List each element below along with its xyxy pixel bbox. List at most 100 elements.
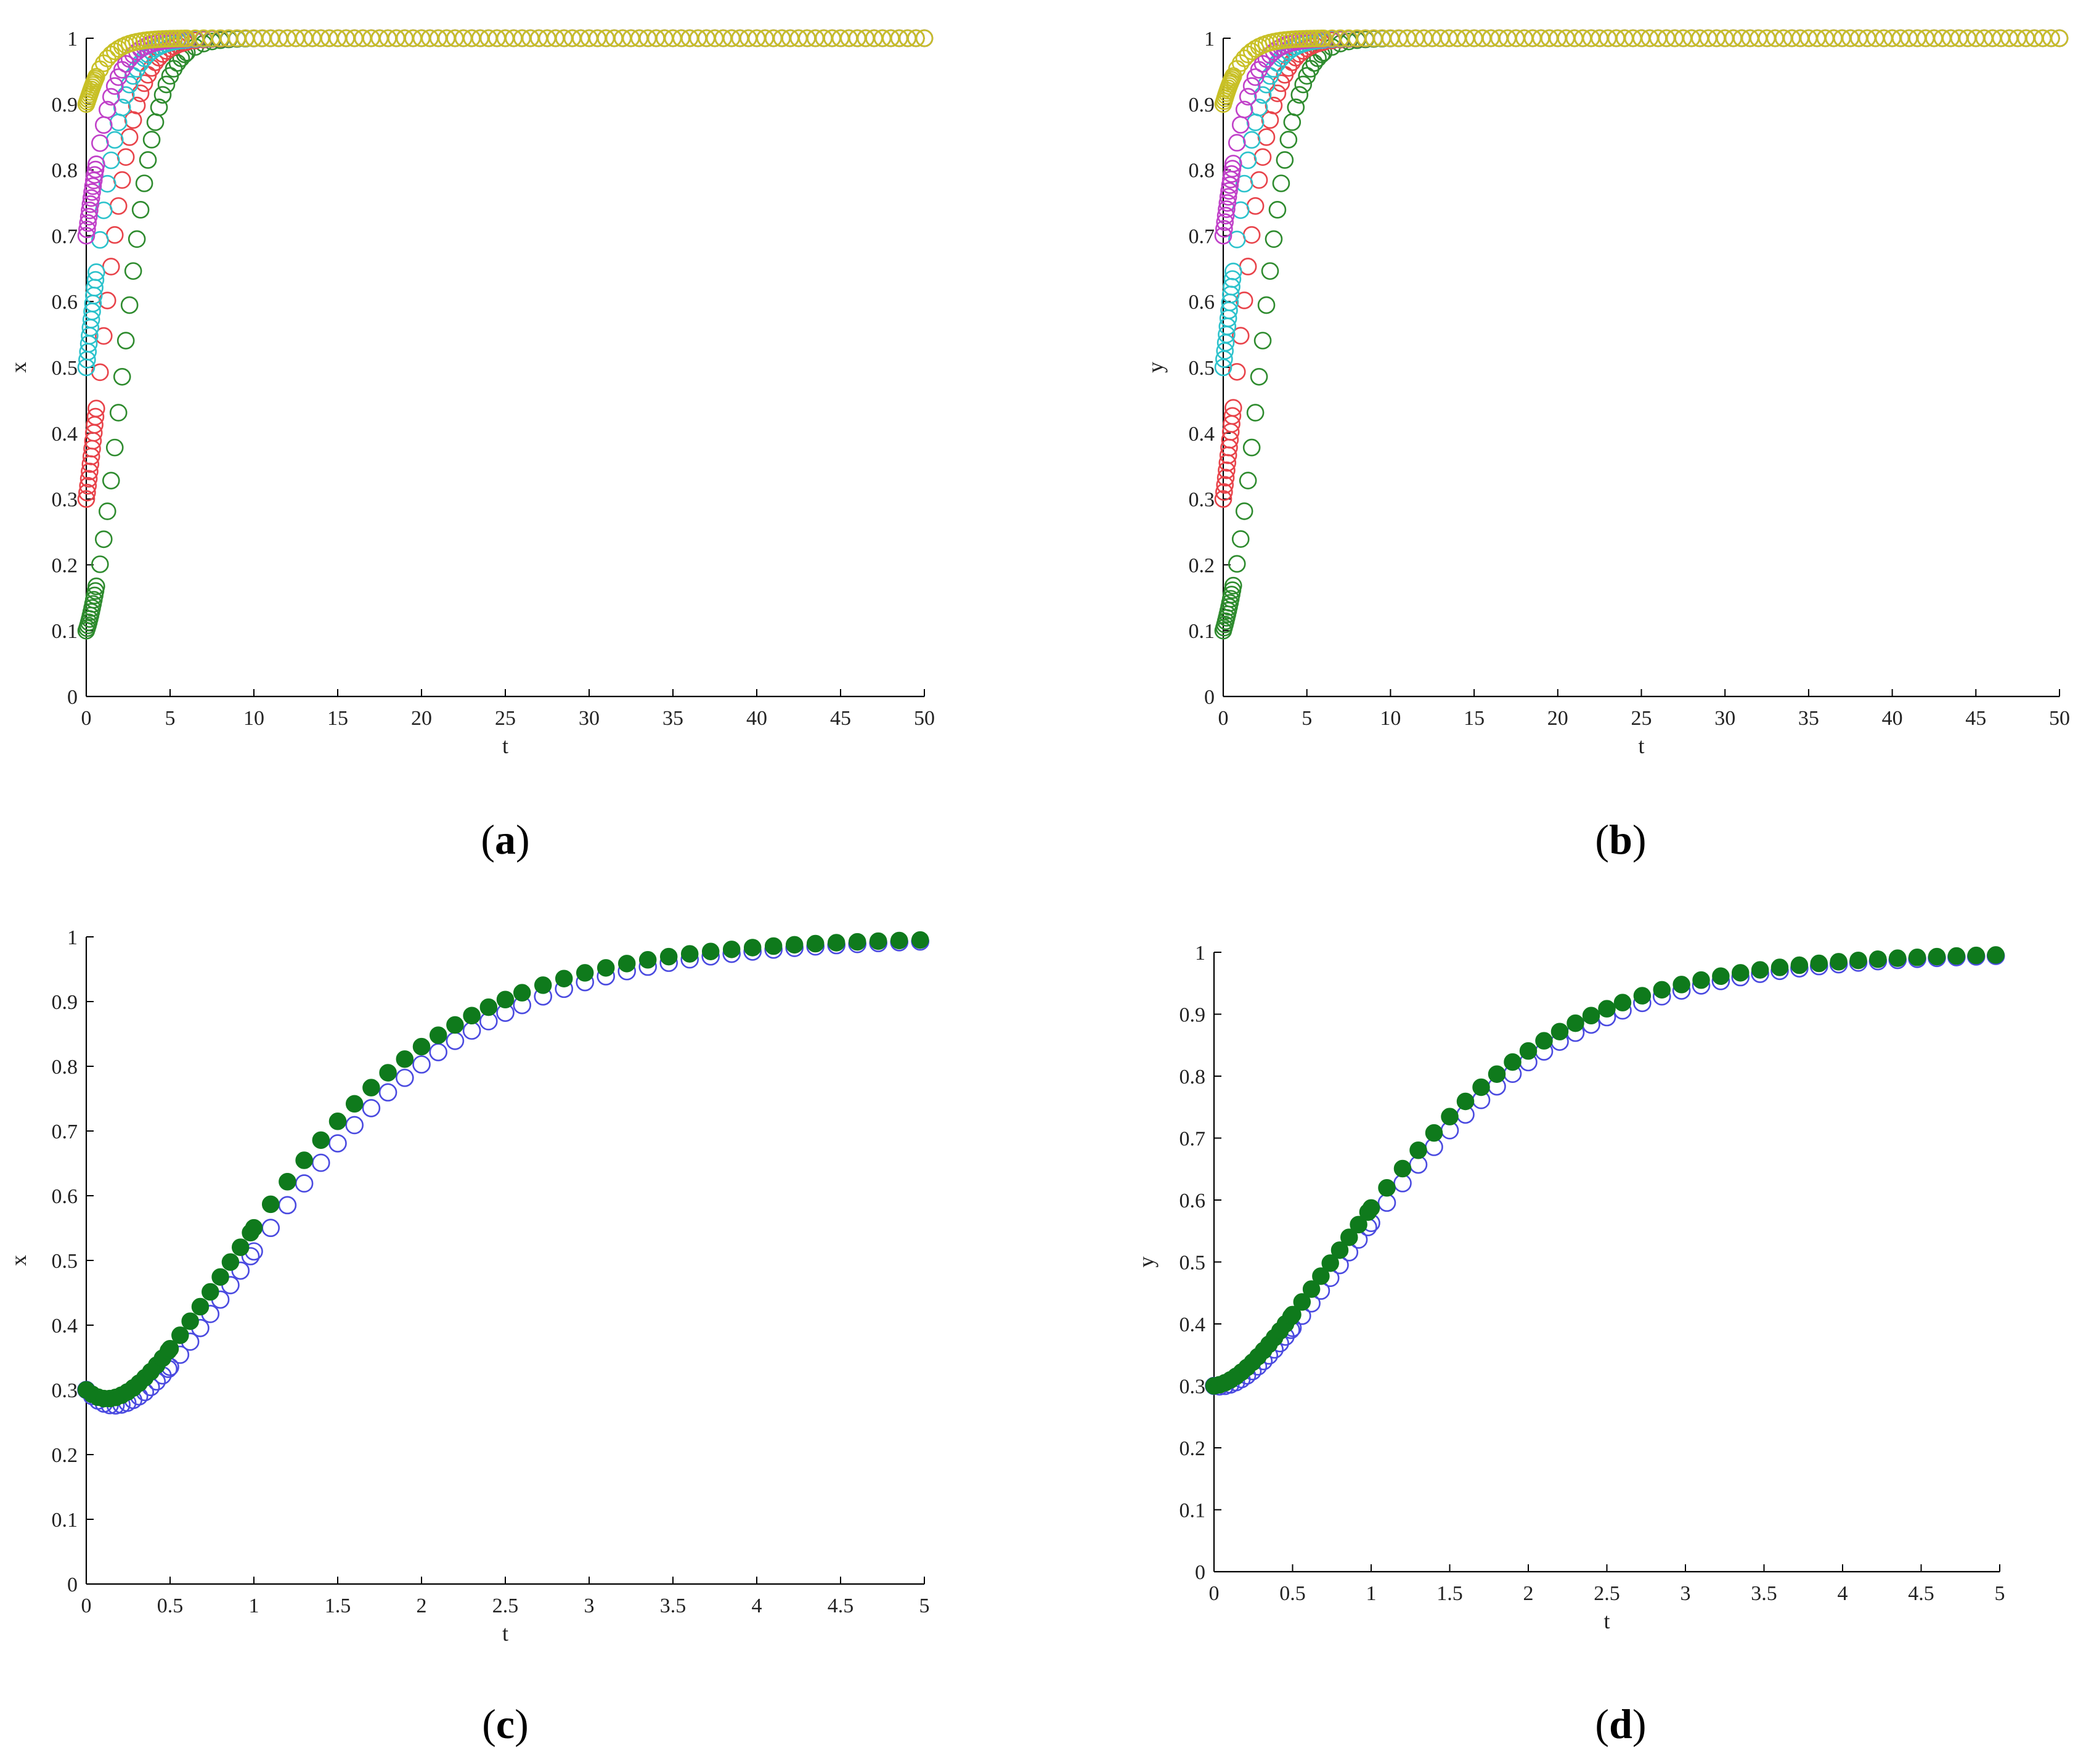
data-point	[77, 490, 96, 508]
y-tick-label: 0.2	[1179, 1437, 1206, 1460]
y-tick-label: 0.2	[52, 554, 78, 577]
data-point	[617, 955, 636, 973]
data-point	[128, 96, 146, 115]
data-point	[1393, 1159, 1412, 1178]
data-point	[1550, 1023, 1569, 1040]
panel-b: 0 5 10 15 20 25 30 35 40 45 50 0 0.1 0.2 0.3 0.4 0.5 0.6 0…	[1143, 28, 2070, 863]
data-point	[379, 1064, 397, 1082]
x-tick-label: 50	[2049, 707, 2070, 730]
y-tick-label: 0.8	[52, 1056, 78, 1079]
x-axis-label: t	[1603, 1609, 1610, 1633]
data-point	[1265, 96, 1283, 115]
data-point	[86, 407, 105, 426]
data-point	[1231, 530, 1250, 548]
data-point	[120, 296, 139, 314]
data-point	[1246, 404, 1265, 422]
data-point	[1947, 947, 1966, 965]
data-point	[1223, 160, 1242, 178]
data-point	[429, 1026, 447, 1044]
y-tick-label: 0.5	[1179, 1252, 1206, 1275]
panel-d: 0 0.5 1 1.5 2 2.5 3 3.5 4 4.5 5 0 0.1 0.2 0.3 0.4 0.5 0.6…	[1134, 942, 2005, 1747]
data-point	[113, 171, 131, 189]
series-y0=0.7	[1214, 29, 2069, 245]
data-point	[81, 202, 99, 219]
x-tick-label: 3	[1681, 1582, 1691, 1605]
x-tick-label: 5	[1302, 707, 1312, 730]
data-point	[1732, 964, 1750, 982]
data-point	[1214, 490, 1232, 508]
data-point	[479, 998, 498, 1016]
data-point	[202, 1283, 219, 1301]
data-point	[1393, 1174, 1412, 1193]
data-point	[105, 77, 124, 95]
data-point	[86, 166, 104, 184]
data-point	[78, 483, 96, 502]
y-tick-label: 0.8	[52, 160, 78, 182]
data-point	[446, 1016, 464, 1034]
data-point	[105, 131, 124, 149]
data-point	[328, 1134, 347, 1153]
x-axis-label: t	[502, 733, 508, 758]
x-tick-label: 20	[1547, 707, 1568, 730]
data-point	[1293, 1293, 1311, 1311]
data-point	[1231, 116, 1250, 134]
panel-caption: (b)	[1595, 816, 1646, 863]
data-point	[245, 1219, 263, 1237]
data-point	[135, 174, 153, 192]
y-tick-label: 0.6	[52, 291, 78, 314]
data-point	[1223, 270, 1242, 288]
data-point	[680, 945, 699, 963]
data-point	[848, 933, 866, 951]
data-point	[1253, 86, 1272, 104]
x-tick-label: 0	[1218, 707, 1229, 730]
series-x0=0.3	[77, 29, 934, 508]
data-point	[1257, 128, 1276, 146]
data-point	[86, 160, 105, 179]
y-tick-label: 0.9	[52, 991, 78, 1014]
x-tick-label: 3	[584, 1595, 595, 1617]
data-point	[1869, 950, 1887, 968]
data-point	[91, 555, 109, 573]
data-point	[1216, 468, 1235, 487]
panel-caption: (c)	[482, 1701, 529, 1747]
caption-open: (	[482, 1701, 496, 1747]
y-tick-label: 0.6	[52, 1185, 78, 1208]
data-point	[88, 578, 105, 595]
data-point	[1830, 953, 1848, 971]
data-point	[827, 934, 845, 952]
caption-close: )	[516, 816, 530, 863]
data-point	[295, 1174, 314, 1193]
data-point	[278, 1196, 297, 1215]
y-tick-label: 0.9	[1179, 1004, 1206, 1027]
data-point	[84, 177, 102, 195]
data-point	[78, 220, 96, 239]
y-tick-label: 1	[67, 926, 78, 949]
y-tick-label: 0.4	[52, 1315, 78, 1337]
x-tick-label: 4	[1838, 1582, 1848, 1605]
data-point	[98, 174, 116, 193]
data-point	[88, 263, 105, 281]
data-point	[88, 399, 105, 418]
data-point	[1218, 194, 1237, 212]
series-x0=0.1	[77, 29, 934, 640]
x-tick-label: 1.5	[325, 1595, 351, 1617]
data-point	[1224, 263, 1242, 280]
data-point	[1692, 971, 1710, 989]
series-x0=0.5	[77, 29, 934, 377]
data-point	[86, 271, 105, 289]
y-tick-label: 0.6	[1179, 1190, 1206, 1212]
x-tick-label: 3.5	[660, 1595, 687, 1617]
data-point	[98, 502, 116, 520]
x-tick-label: 40	[1882, 707, 1903, 730]
data-point	[1340, 1228, 1358, 1246]
x-tick-label: 45	[1965, 707, 1986, 730]
data-point	[1321, 1254, 1339, 1272]
x-tick-label: 2	[417, 1595, 427, 1617]
data-point	[1770, 958, 1789, 976]
data-point	[102, 472, 120, 490]
y-axis-label: y	[1134, 1257, 1159, 1268]
caption-letter: c	[496, 1701, 515, 1747]
data-point	[1250, 99, 1268, 116]
data-point	[534, 976, 552, 994]
